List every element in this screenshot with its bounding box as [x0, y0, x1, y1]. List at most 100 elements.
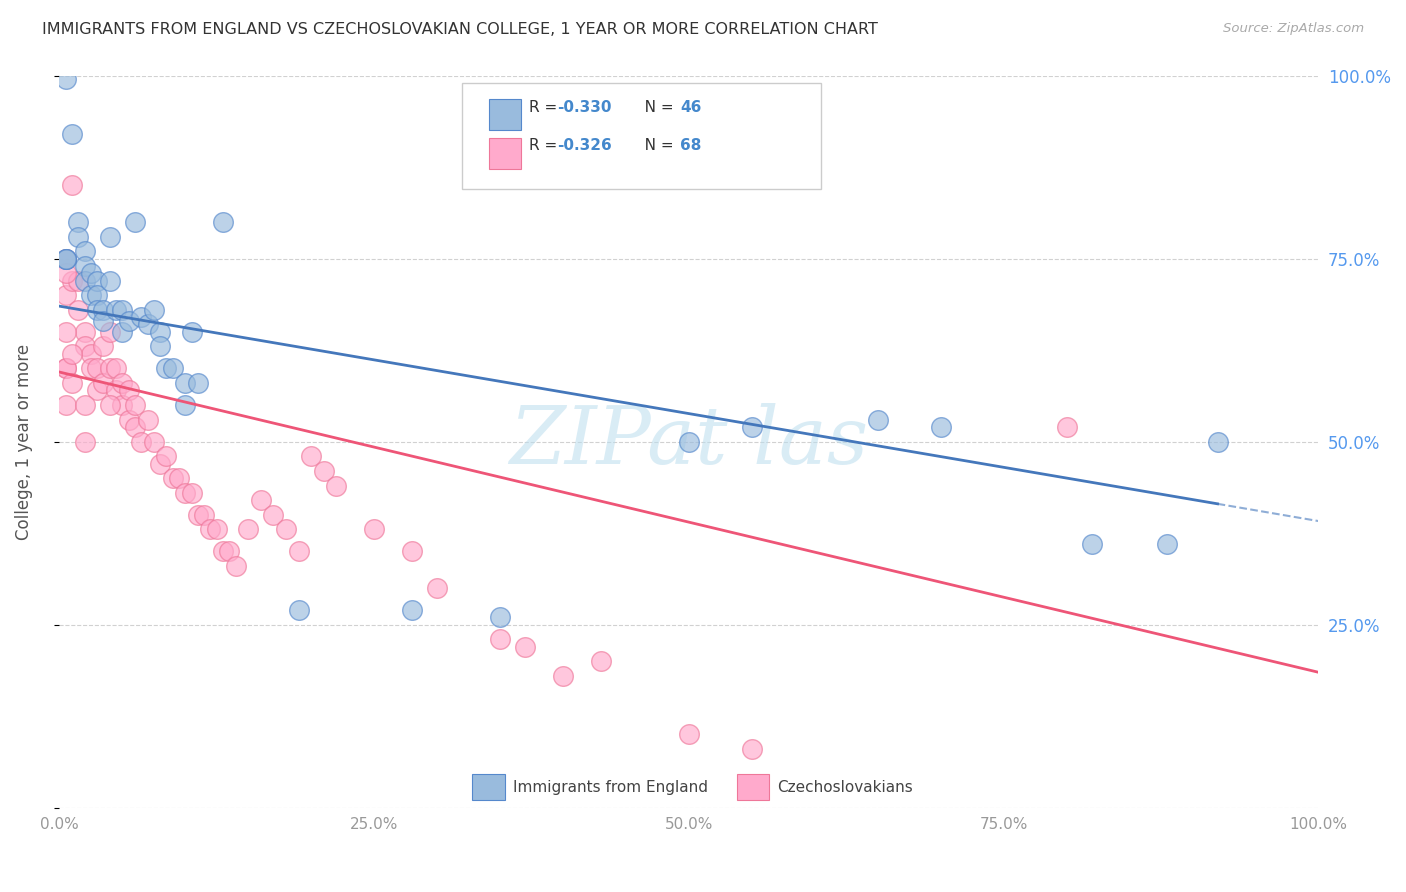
Point — [73, 339, 96, 353]
Point — [73, 259, 96, 273]
Point — [93, 302, 115, 317]
Point — [174, 398, 197, 412]
Point — [80, 288, 103, 302]
Point — [149, 339, 172, 353]
Point — [105, 384, 128, 398]
Point — [1056, 420, 1078, 434]
Text: N =: N = — [630, 137, 678, 153]
Point — [312, 464, 335, 478]
Point — [55, 252, 77, 266]
Point — [741, 742, 763, 756]
Point — [93, 314, 115, 328]
Point — [155, 449, 177, 463]
Point — [67, 229, 90, 244]
Point — [238, 523, 260, 537]
Point — [93, 339, 115, 353]
FancyBboxPatch shape — [472, 774, 505, 800]
Point — [167, 471, 190, 485]
Text: IMMIGRANTS FROM ENGLAND VS CZECHOSLOVAKIAN COLLEGE, 1 YEAR OR MORE CORRELATION C: IMMIGRANTS FROM ENGLAND VS CZECHOSLOVAKI… — [42, 22, 879, 37]
Point — [218, 544, 240, 558]
Point — [67, 273, 90, 287]
Point — [162, 361, 184, 376]
Text: N =: N = — [630, 100, 678, 115]
Text: Immigrants from England: Immigrants from England — [513, 780, 707, 795]
Point — [111, 325, 134, 339]
Point — [60, 178, 83, 193]
Point — [60, 347, 83, 361]
Point — [129, 310, 152, 325]
Point — [426, 581, 449, 595]
Point — [105, 302, 128, 317]
Point — [212, 544, 235, 558]
Point — [98, 229, 121, 244]
Point — [212, 215, 235, 229]
Point — [86, 288, 108, 302]
Point — [80, 266, 103, 280]
Point — [589, 654, 612, 668]
FancyBboxPatch shape — [737, 774, 769, 800]
Point — [111, 302, 134, 317]
Point — [142, 302, 165, 317]
Text: Czechoslovakians: Czechoslovakians — [778, 780, 912, 795]
Point — [80, 347, 103, 361]
Point — [55, 288, 77, 302]
Point — [1080, 537, 1102, 551]
Point — [73, 325, 96, 339]
Point — [55, 252, 77, 266]
Point — [180, 325, 202, 339]
FancyBboxPatch shape — [463, 83, 821, 189]
Point — [105, 361, 128, 376]
Point — [55, 252, 77, 266]
Point — [136, 412, 159, 426]
Point — [73, 273, 96, 287]
Point — [124, 215, 146, 229]
Point — [73, 244, 96, 259]
Text: -0.326: -0.326 — [557, 137, 612, 153]
Point — [124, 420, 146, 434]
Point — [287, 544, 309, 558]
FancyBboxPatch shape — [489, 137, 522, 169]
Point — [299, 449, 322, 463]
Point — [55, 252, 77, 266]
Point — [1156, 537, 1178, 551]
Point — [117, 384, 139, 398]
Point — [678, 727, 700, 741]
Point — [55, 361, 77, 376]
Point — [274, 523, 297, 537]
FancyBboxPatch shape — [489, 99, 522, 129]
Point — [55, 266, 77, 280]
Point — [55, 361, 77, 376]
Point — [98, 325, 121, 339]
Point — [929, 420, 952, 434]
Point — [187, 508, 209, 522]
Point — [117, 412, 139, 426]
Text: 68: 68 — [681, 137, 702, 153]
Point — [249, 493, 271, 508]
Point — [73, 434, 96, 449]
Point — [363, 523, 385, 537]
Point — [93, 376, 115, 390]
Text: -0.330: -0.330 — [557, 100, 612, 115]
Point — [678, 434, 700, 449]
Point — [401, 603, 423, 617]
Point — [401, 544, 423, 558]
Point — [86, 302, 108, 317]
Point — [174, 376, 197, 390]
Point — [55, 398, 77, 412]
Point — [174, 486, 197, 500]
Text: R =: R = — [529, 100, 562, 115]
Point — [205, 523, 228, 537]
Point — [193, 508, 215, 522]
Point — [124, 398, 146, 412]
Point — [86, 361, 108, 376]
Point — [225, 559, 247, 574]
Point — [262, 508, 284, 522]
Point — [515, 640, 537, 654]
Point — [155, 361, 177, 376]
Point — [80, 361, 103, 376]
Point — [98, 361, 121, 376]
Point — [180, 486, 202, 500]
Point — [1206, 434, 1229, 449]
Point — [73, 398, 96, 412]
Point — [325, 478, 347, 492]
